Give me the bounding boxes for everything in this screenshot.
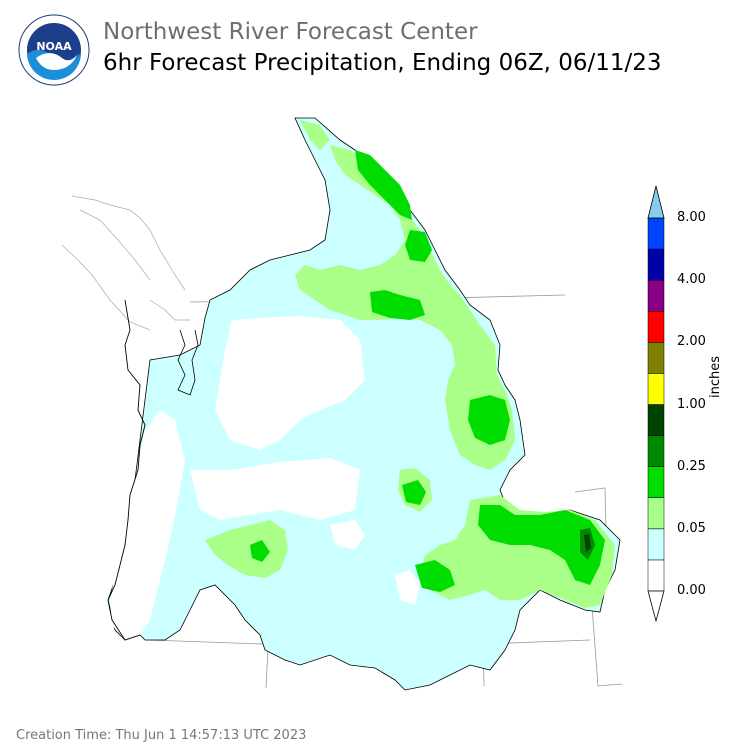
colorbar-tick-label: 8.00 bbox=[677, 210, 706, 225]
colorbar-segment bbox=[647, 497, 665, 530]
colorbar-max-arrow bbox=[647, 185, 665, 219]
precipitation-map bbox=[61, 117, 623, 691]
colorbar-segment bbox=[647, 342, 665, 374]
agency-title: Northwest River Forecast Center bbox=[103, 19, 478, 45]
colorbar-segment bbox=[647, 528, 665, 561]
precip-darkest-green bbox=[584, 534, 591, 552]
colorbar-tick-label: 0.00 bbox=[677, 583, 706, 598]
colorbar-tick-label: 4.00 bbox=[677, 272, 706, 288]
coastline-outline bbox=[61, 195, 190, 331]
colorbar-segment bbox=[647, 559, 665, 592]
product-title: 6hr Forecast Precipitation, Ending 06Z, … bbox=[103, 50, 662, 76]
no-precip-areas bbox=[110, 316, 420, 640]
creation-time: Creation Time: Thu Jun 1 14:57:13 UTC 20… bbox=[16, 728, 307, 743]
noaa-logo-text: NOAA bbox=[36, 40, 72, 53]
colorbar-tick-label: 0.05 bbox=[677, 520, 706, 536]
precipitation-colorbar bbox=[647, 185, 665, 623]
noaa-logo: NOAA bbox=[18, 14, 90, 86]
colorbar-segment bbox=[647, 435, 665, 467]
pacific-coastline bbox=[107, 299, 146, 641]
colorbar-segment bbox=[647, 248, 665, 281]
puget-sound bbox=[177, 329, 199, 396]
colorbar-tick-label: 0.25 bbox=[677, 458, 706, 474]
colorbar-tick-label: 1.00 bbox=[677, 396, 706, 412]
colorbar-segment bbox=[647, 466, 665, 498]
colorbar-units-label: inches bbox=[708, 355, 723, 398]
colorbar-segment bbox=[647, 311, 665, 343]
basin-light-cyan bbox=[107, 117, 621, 691]
colorbar-min-arrow bbox=[647, 590, 665, 623]
colorbar-segment bbox=[647, 373, 665, 405]
colorbar-segment bbox=[647, 404, 665, 436]
colorbar-tick-label: 2.00 bbox=[677, 334, 706, 350]
colorbar-segment bbox=[647, 279, 665, 312]
colorbar-segment bbox=[647, 217, 665, 250]
precip-green bbox=[250, 150, 605, 592]
